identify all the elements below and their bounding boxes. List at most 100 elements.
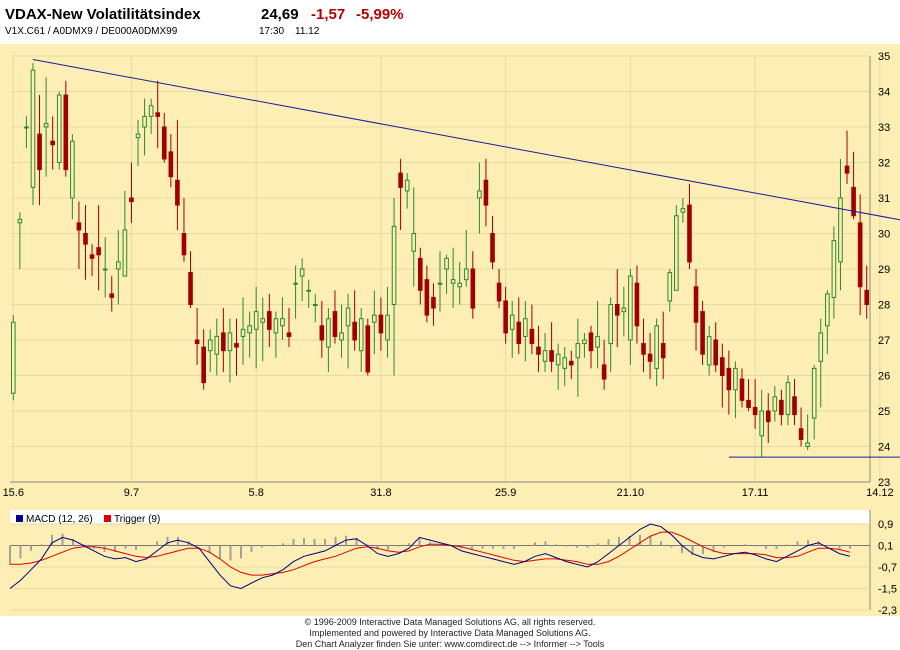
candle-up bbox=[811, 367, 817, 419]
macd-line bbox=[9, 523, 851, 590]
candle-up bbox=[299, 268, 305, 277]
price-y-tick-label: 31 bbox=[878, 193, 890, 205]
candle-down bbox=[398, 172, 403, 188]
price-y-tick-label: 28 bbox=[878, 300, 890, 312]
macd-y-tick-label: 0,1 bbox=[878, 541, 893, 553]
macd-y-tick-label: -0,7 bbox=[878, 562, 897, 574]
candle-down bbox=[188, 272, 193, 306]
legend-swatch-macd bbox=[16, 515, 23, 522]
date-x-axis: 15.6 9.7 5.8 31.8 25.9 21.10 17.11 14.12 bbox=[3, 487, 894, 499]
candle-down bbox=[700, 311, 705, 355]
candle-up bbox=[312, 304, 318, 306]
candle-down bbox=[660, 343, 666, 359]
candle-down bbox=[63, 94, 69, 171]
candle-up bbox=[523, 318, 528, 337]
candle-down bbox=[713, 339, 719, 366]
candle-down bbox=[614, 304, 620, 316]
candle-up bbox=[411, 233, 417, 252]
candle-up bbox=[358, 318, 364, 352]
candle-up bbox=[562, 357, 568, 369]
candle-down bbox=[129, 197, 134, 203]
candle-up bbox=[385, 314, 390, 341]
candle-up bbox=[142, 115, 147, 128]
candle-up bbox=[772, 396, 778, 412]
candle-down bbox=[503, 300, 508, 334]
candle-down bbox=[352, 321, 357, 341]
candle-down bbox=[490, 233, 495, 263]
candle-down bbox=[332, 311, 338, 337]
candle-down bbox=[109, 293, 115, 298]
candle-up bbox=[391, 225, 397, 305]
candle-down bbox=[161, 126, 167, 160]
last-price: 24,69 bbox=[261, 6, 299, 23]
candle-up bbox=[247, 325, 252, 334]
candle-up bbox=[463, 268, 469, 281]
candle-down bbox=[483, 179, 489, 206]
candle-down bbox=[516, 321, 522, 345]
candle-up bbox=[293, 282, 298, 285]
price-y-tick-label: 32 bbox=[878, 158, 890, 170]
candle-up bbox=[280, 318, 285, 327]
trendline-resistance bbox=[32, 59, 900, 221]
quote-date: 11.12 bbox=[295, 26, 320, 37]
price-y-tick-label: 33 bbox=[878, 122, 890, 134]
price-y-axis: 23 24 25 26 27 28 29 30 31 32 33 34 35 bbox=[878, 51, 890, 489]
candle-down bbox=[719, 357, 725, 376]
candle-down bbox=[549, 350, 554, 362]
legend-swatch-trigger bbox=[104, 515, 111, 522]
candle-up bbox=[56, 94, 62, 163]
candle-down bbox=[601, 364, 607, 380]
candle-up bbox=[404, 179, 410, 192]
candle-down bbox=[378, 314, 384, 334]
candle-down bbox=[418, 257, 423, 291]
price-y-tick-label: 23 bbox=[878, 477, 890, 489]
candle-up bbox=[595, 335, 600, 348]
candle-up bbox=[207, 339, 213, 352]
price-y-tick-label: 35 bbox=[878, 51, 890, 63]
candle-up bbox=[621, 307, 627, 313]
candle-up bbox=[102, 268, 108, 271]
candle-up bbox=[260, 318, 266, 323]
candle-down bbox=[470, 268, 476, 309]
candle-up bbox=[326, 318, 331, 348]
candle-up bbox=[444, 257, 449, 270]
candle-down bbox=[83, 233, 88, 245]
candle-down bbox=[50, 140, 55, 146]
candle-down bbox=[634, 282, 640, 327]
price-y-tick-label: 29 bbox=[878, 264, 890, 276]
candle-down bbox=[201, 346, 206, 384]
price-y-tick-label: 26 bbox=[878, 371, 890, 383]
candle-down bbox=[739, 378, 745, 401]
candle-down bbox=[687, 204, 692, 263]
candle-down bbox=[857, 222, 863, 288]
legend-label-macd: MACD (12, 26) bbox=[26, 514, 93, 525]
candle-up bbox=[10, 321, 16, 394]
candle-down bbox=[536, 346, 541, 355]
candle-up bbox=[477, 190, 482, 199]
chart-canvas: 23 24 25 26 27 28 29 30 31 32 33 34 35 15.6 9.7 5.8 31.… bbox=[3, 51, 900, 617]
candle-down bbox=[319, 325, 325, 341]
candle-up bbox=[306, 289, 312, 292]
candle-up bbox=[825, 293, 830, 327]
price-y-tick-label: 34 bbox=[878, 87, 890, 99]
date-x-tick-label: 25.9 bbox=[495, 487, 516, 499]
candle-up bbox=[838, 197, 843, 263]
candle-up bbox=[831, 240, 837, 298]
candle-up bbox=[733, 367, 738, 391]
price-y-tick-label: 24 bbox=[878, 442, 890, 454]
candle-down bbox=[641, 343, 646, 355]
candle-up bbox=[555, 353, 561, 366]
candle-up bbox=[674, 215, 679, 291]
candle-down bbox=[181, 233, 187, 256]
date-x-tick-label: 14.12 bbox=[866, 487, 894, 499]
candle-up bbox=[457, 282, 462, 288]
candle-up bbox=[345, 307, 351, 327]
candle-up bbox=[542, 350, 548, 362]
macd-y-tick-label: -2,3 bbox=[878, 605, 897, 616]
candle-down bbox=[431, 296, 436, 309]
candle-up bbox=[654, 325, 659, 369]
candle-up bbox=[116, 261, 121, 270]
macd-panel: 0,9 0,1 -0,7 -1,5 -2,3 bbox=[9, 510, 897, 617]
candle-down bbox=[234, 343, 239, 348]
chart-header: VDAX-New Volatilitätsindex 24,69 -1,57 -… bbox=[0, 0, 900, 44]
